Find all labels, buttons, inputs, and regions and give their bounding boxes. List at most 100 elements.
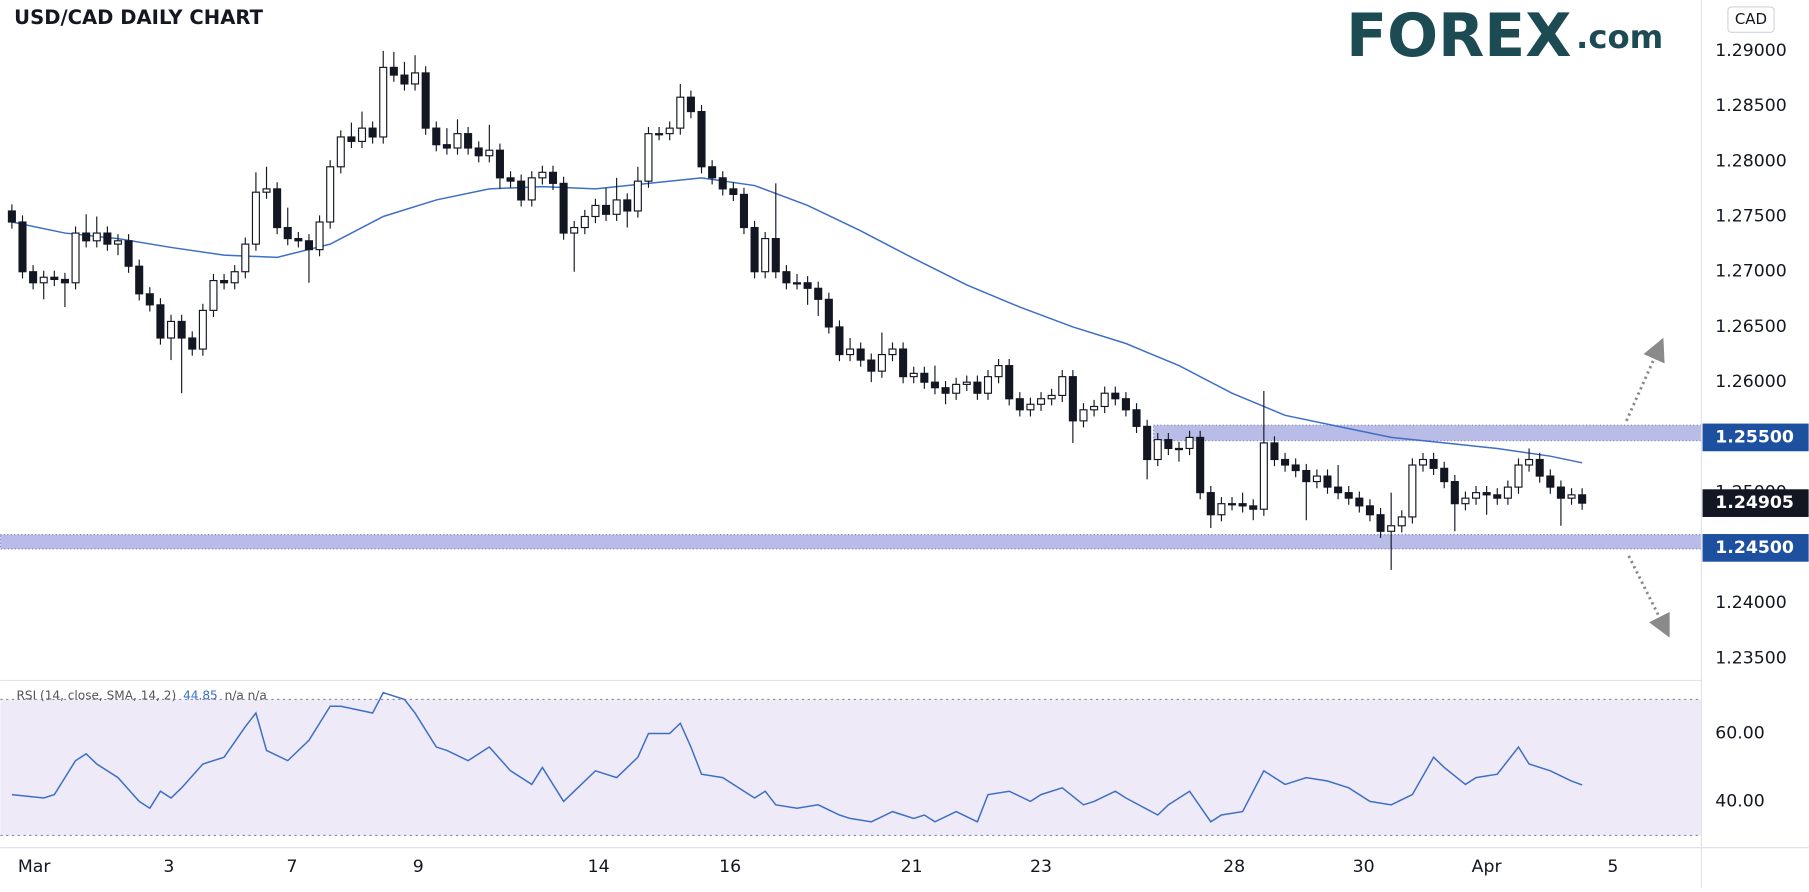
candle-body [527, 177, 536, 201]
candle-body [1270, 442, 1279, 461]
candle-body [686, 96, 695, 113]
candle-body [1217, 503, 1226, 516]
candle-body [230, 271, 239, 284]
currency-label: CAD [1735, 10, 1767, 28]
candle-body [495, 149, 504, 179]
candle-body [591, 204, 600, 218]
candle-body [803, 282, 812, 289]
candle-body [60, 278, 69, 284]
candle-body [548, 171, 558, 184]
candle-body [962, 381, 971, 385]
candle-body [1015, 398, 1024, 411]
candle-body [941, 387, 950, 394]
candle-body [1408, 464, 1417, 518]
candle-body [1397, 516, 1406, 527]
candle-body [676, 96, 685, 129]
candle-body [1302, 469, 1311, 483]
candle-body [92, 232, 101, 242]
candle-body [1312, 475, 1321, 483]
candle-body [1047, 394, 1056, 400]
candle-body [166, 320, 176, 339]
candle-body [474, 147, 483, 157]
x-tick-label: 28 [1223, 857, 1245, 877]
candle-body [1132, 409, 1141, 427]
candle-body [1068, 376, 1077, 422]
candle-body [1323, 475, 1332, 488]
candle-body [39, 276, 48, 284]
candle-body [1429, 458, 1438, 469]
candle-body [1344, 492, 1353, 499]
candle-body [1005, 365, 1014, 400]
candle-body [792, 282, 802, 285]
candle-body [326, 166, 335, 223]
moving-average [11, 177, 1583, 464]
candle-body [1493, 494, 1502, 499]
candle-body [983, 376, 993, 394]
candle-body [453, 133, 462, 149]
level-band [0, 534, 1702, 550]
candle-body [294, 238, 303, 242]
currency-box [1727, 6, 1775, 33]
candle-body [729, 188, 738, 195]
candle-body [1535, 458, 1544, 477]
logo-brand: FOREX [1346, 1, 1571, 71]
candle-body [1291, 464, 1300, 472]
candle-body [156, 304, 165, 339]
candle-body [633, 180, 642, 212]
logo-suffix: .com [1576, 18, 1663, 56]
candle-body [1153, 439, 1162, 461]
level-label: 1.25500 [1715, 427, 1794, 447]
candle-body [411, 72, 420, 85]
candle-body [241, 243, 250, 273]
rsi-tick-label: 60.00 [1715, 723, 1764, 743]
candle-body [421, 72, 430, 129]
candle-body [973, 381, 982, 394]
candle-body [82, 232, 91, 242]
candle-body [1259, 442, 1268, 510]
candle-body [1037, 398, 1046, 405]
y-tick-label: 1.27500 [1715, 206, 1786, 226]
rsi-band [0, 699, 1702, 836]
candle-body [1164, 439, 1173, 450]
rsi-legend: RSI (14, close, SMA, 14, 2) 44.85 n/a n/a [17, 688, 267, 702]
y-tick-label: 1.24000 [1715, 593, 1786, 613]
x-tick-label: 5 [1607, 857, 1618, 877]
candle-body [7, 210, 16, 223]
candle-body [559, 182, 568, 234]
candle-body [718, 177, 727, 190]
candle-body [506, 177, 515, 182]
candle-body [188, 337, 197, 350]
candle-body [538, 171, 547, 179]
x-tick-label: 30 [1353, 857, 1375, 877]
candle-body [432, 127, 441, 146]
chart-title: USD/CAD DAILY CHART [14, 6, 263, 29]
candle-body [580, 215, 589, 229]
rsi-na: n/a n/a [225, 688, 267, 702]
candle-body [485, 149, 494, 157]
y-tick-label: 1.29000 [1715, 41, 1786, 61]
breakout-arrow-down [1627, 555, 1670, 638]
breakout-arrow-up [1625, 337, 1665, 422]
candle-body [1249, 505, 1258, 510]
candle-body [145, 293, 154, 306]
candle-body [315, 221, 324, 251]
candle-body [623, 199, 632, 212]
candle-body [909, 372, 918, 378]
candle-body [368, 127, 377, 138]
candle-body [867, 359, 876, 372]
candle-body [113, 240, 123, 245]
candle-body [761, 238, 770, 273]
candle-body [1111, 392, 1120, 400]
candle-body [1525, 458, 1534, 466]
candle-body [814, 287, 823, 300]
candle-body [952, 383, 961, 394]
y-tick-label: 1.23500 [1715, 648, 1786, 668]
x-tick-label: 21 [901, 857, 923, 877]
level-label: 1.24500 [1715, 538, 1794, 558]
candle-body [283, 226, 292, 240]
x-tick-label: 7 [286, 857, 297, 877]
rsi-panel [0, 691, 1702, 836]
candle-body [846, 348, 855, 356]
candle-body [1143, 425, 1152, 461]
